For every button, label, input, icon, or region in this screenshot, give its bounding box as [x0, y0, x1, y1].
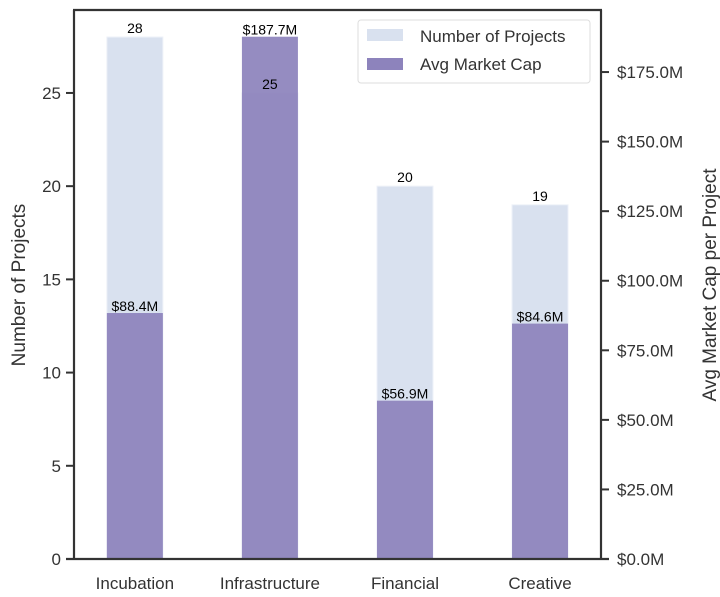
y-tick-label: 25: [42, 84, 61, 103]
y2-tick-label: $150.0M: [617, 133, 683, 152]
x-tick-label-creative: Creative: [508, 574, 571, 593]
y2-axis-title: Avg Market Cap per Project: [700, 168, 720, 402]
y-tick-label: 5: [52, 457, 61, 476]
x-tick-label-incubation: Incubation: [96, 574, 174, 593]
label-market-cap-financial: $56.9M: [382, 386, 429, 402]
x-tick-label-financial: Financial: [371, 574, 439, 593]
y2-tick-label: $25.0M: [617, 480, 674, 499]
y-tick-label: 10: [42, 364, 61, 383]
legend-swatch-number-of-projects: [367, 29, 403, 41]
bar-market-cap-creative: [512, 323, 569, 559]
legend: Number of Projects Avg Market Cap: [357, 19, 591, 84]
label-projects-infrastructure: 25: [262, 76, 278, 92]
label-market-cap-creative: $84.6M: [517, 309, 564, 325]
bar-market-cap-incubation: [106, 313, 163, 559]
y2-tick-label: $100.0M: [617, 272, 683, 291]
label-projects-financial: 20: [397, 169, 413, 185]
y-axis-title: Number of Projects: [9, 204, 30, 367]
axes-layer: [66, 8, 609, 561]
y-tick-label: 15: [42, 270, 61, 289]
bar-market-cap-financial: [376, 400, 433, 559]
y-tick-label: 0: [52, 550, 61, 569]
legend-label-number-of-projects: Number of Projects: [420, 27, 566, 46]
y2-tick-label: $75.0M: [617, 341, 674, 360]
legend-frame: [357, 19, 591, 84]
y2-tick-label: $125.0M: [617, 202, 683, 221]
y2-tick-label: $0.0M: [617, 550, 664, 569]
y2-tick-label: $175.0M: [617, 63, 683, 82]
labels-layer: 28 $88.4M 25 $187.7M 20 $56.9M 19 $84.6M: [112, 20, 564, 402]
legend-label-avg-market-cap: Avg Market Cap: [420, 55, 542, 74]
label-market-cap-incubation: $88.4M: [112, 298, 159, 314]
bar-market-cap-infrastructure: [241, 36, 298, 559]
legend-swatch-avg-market-cap: [367, 58, 403, 70]
label-market-cap-infrastructure: $187.7M: [243, 22, 297, 38]
y2-tick-label: $50.0M: [617, 411, 674, 430]
ticks-layer: 0 5 10 15 20 25 $0.0M $25.0M $50.0M $75.0M $100.0M…: [42, 63, 683, 593]
x-tick-label-infrastructure: Infrastructure: [220, 574, 320, 593]
label-projects-creative: 19: [532, 188, 548, 204]
y-tick-label: 20: [42, 177, 61, 196]
bars-layer: [106, 36, 569, 560]
label-projects-incubation: 28: [127, 20, 143, 36]
